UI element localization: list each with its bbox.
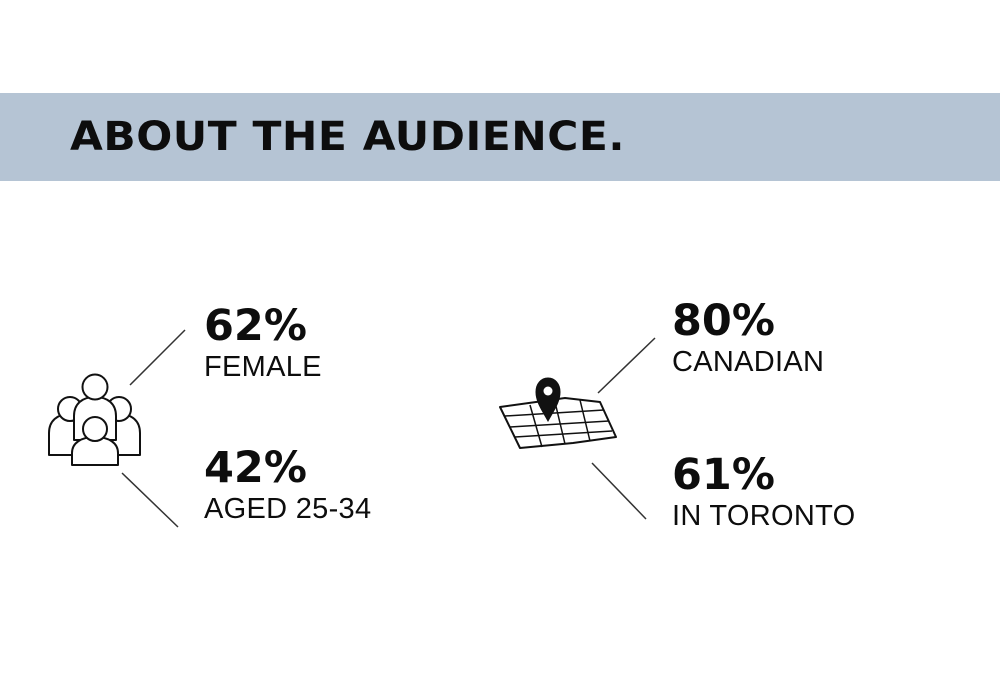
connector-line-canadian	[597, 337, 656, 394]
stat-label: IN TORONTO	[672, 500, 856, 532]
map-pin-icon	[499, 377, 617, 449]
stat-aged: 42% AGED 25-34	[204, 444, 371, 526]
stat-value: 80%	[672, 296, 775, 346]
header-banner	[0, 93, 1000, 181]
stat-label: FEMALE	[204, 351, 322, 383]
stat-value: 42%	[204, 443, 307, 493]
connector-line-female	[129, 329, 186, 386]
stat-label: AGED 25-34	[204, 493, 372, 525]
page-title: ABOUT THE AUDIENCE.	[70, 114, 626, 160]
connector-line-toronto	[591, 462, 647, 520]
stat-toronto: 61% IN TORONTO	[672, 451, 855, 533]
stat-value: 61%	[672, 450, 775, 500]
stat-canadian: 80% CANADIAN	[672, 297, 824, 379]
stat-label: CANADIAN	[672, 346, 825, 378]
people-group-icon	[48, 373, 141, 466]
connector-line-aged	[121, 472, 179, 528]
stat-female: 62% FEMALE	[204, 302, 322, 384]
stat-value: 62%	[204, 301, 307, 351]
